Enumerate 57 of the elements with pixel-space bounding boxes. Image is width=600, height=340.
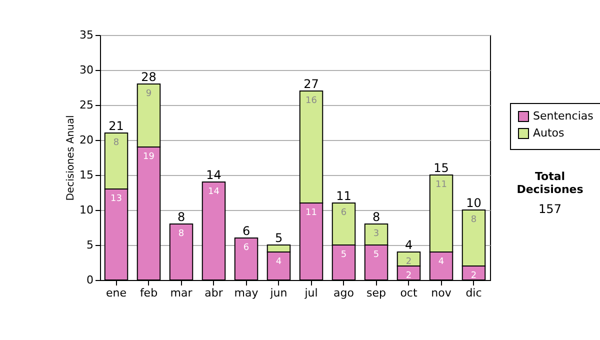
total-label: 10 — [466, 196, 482, 210]
data-label: 19 — [143, 152, 155, 162]
x-tick-label: ago — [334, 286, 354, 300]
total-label: 8 — [177, 210, 186, 224]
total-label: 14 — [206, 168, 222, 182]
total-label: 27 — [304, 77, 319, 91]
data-label: 2 — [406, 271, 412, 281]
legend-label: Autos — [533, 126, 565, 140]
data-label: 2 — [470, 271, 477, 281]
data-label: 5 — [340, 250, 347, 260]
x-tick-label: jul — [304, 286, 318, 300]
data-label: 16 — [306, 96, 318, 106]
y-tick-label: 35 — [80, 28, 94, 42]
x-tick-label: sep — [366, 286, 386, 300]
data-label: 6 — [340, 208, 347, 218]
x-tick-label: abr — [204, 286, 224, 300]
data-label: 6 — [243, 243, 250, 253]
total-label: 21 — [108, 119, 124, 133]
total-label: 5 — [274, 231, 283, 245]
data-label: 8 — [470, 215, 477, 225]
data-label: 5 — [373, 250, 380, 260]
x-tick-label: may — [234, 286, 259, 300]
total-label: 6 — [242, 224, 250, 238]
y-tick-label: 10 — [80, 204, 94, 216]
y-axis-title: Decisiones Anual — [66, 115, 77, 201]
y-tick-label: 30 — [80, 64, 94, 76]
data-label: 14 — [208, 187, 220, 197]
legend-label: Sentencias — [533, 110, 594, 122]
total-label: 11 — [336, 189, 352, 203]
text: 157 — [538, 202, 562, 216]
y-tick-label: 20 — [80, 134, 94, 146]
data-label: 3 — [373, 229, 380, 239]
data-label: 4 — [438, 257, 444, 267]
x-tick-label: feb — [140, 286, 158, 300]
data-label: 8 — [178, 229, 184, 239]
data-label: 11 — [436, 180, 447, 190]
total-label: 4 — [404, 238, 413, 252]
y-tick-label: 5 — [86, 238, 94, 252]
x-tick-label: mar — [170, 286, 193, 300]
x-tick-label: oct — [400, 286, 418, 300]
data-label: 11 — [306, 208, 317, 218]
x-tick-label: nov — [431, 286, 452, 300]
data-label: 4 — [276, 257, 282, 267]
total-label: 28 — [141, 70, 156, 84]
text: Total Decisiones — [516, 170, 584, 196]
y-tick-label: 0 — [86, 274, 94, 286]
total-label: 15 — [434, 161, 449, 175]
data-label: 2 — [406, 257, 412, 267]
x-tick-label: jun — [269, 286, 288, 300]
data-label: 9 — [146, 89, 152, 99]
y-tick-label: 15 — [80, 168, 94, 182]
data-label: 13 — [110, 194, 122, 204]
y-tick-label: 25 — [80, 98, 94, 112]
x-tick-label: ene — [106, 286, 127, 300]
data-label: 8 — [113, 138, 120, 148]
total-label: 8 — [372, 210, 380, 224]
x-tick-label: dic — [466, 286, 482, 300]
